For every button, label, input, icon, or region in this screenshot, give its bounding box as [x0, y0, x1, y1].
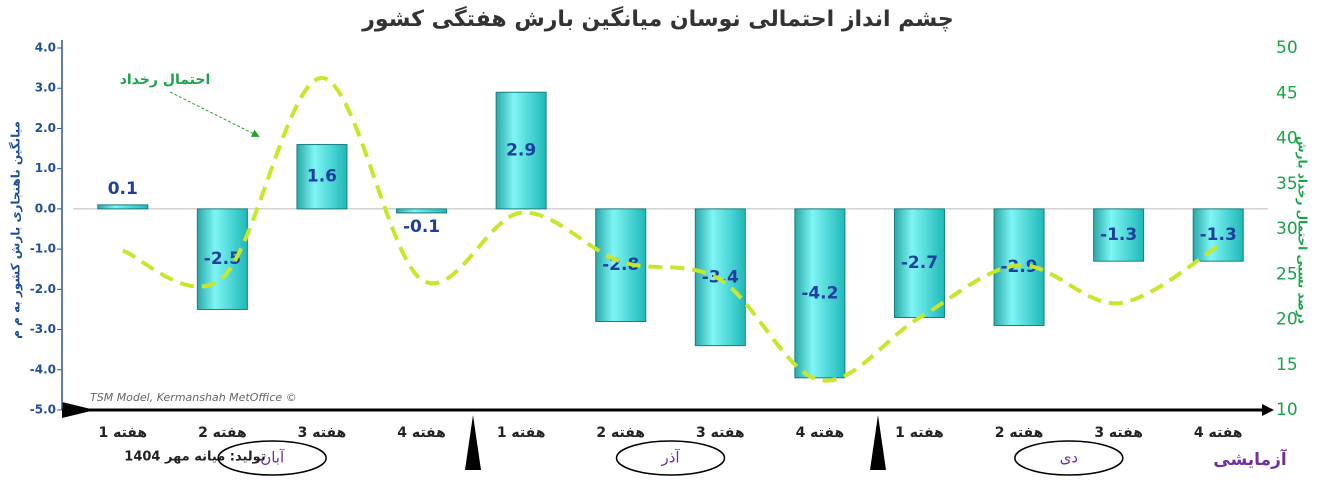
- x-tick-label: هفته 2: [995, 425, 1044, 441]
- bar-value-label: -1.3: [1200, 225, 1237, 245]
- month-label: آبان: [260, 449, 285, 467]
- bar-value-label: -2.8: [602, 255, 639, 275]
- month-oval: [217, 440, 327, 476]
- x-tick-label: هفته 3: [1094, 425, 1143, 441]
- bar-value-label: -1.3: [1100, 225, 1137, 245]
- month-label: دی: [1060, 449, 1078, 467]
- y2-tick-label: 35: [1276, 174, 1298, 194]
- annotation-arrow: [169, 91, 260, 137]
- bar: [893, 208, 945, 318]
- bar-value-label: -2.5: [204, 249, 241, 269]
- y2-tick-label: 50: [1276, 38, 1298, 58]
- x-tick-label: هفته 3: [298, 425, 347, 441]
- x-tick-label: هفته 4: [1194, 425, 1243, 441]
- y2-tick-label: 40: [1276, 129, 1298, 149]
- x-tick-label: هفته 1: [895, 425, 944, 441]
- y2-tick-label: 30: [1276, 219, 1298, 239]
- y-tick-label: 3.0: [35, 81, 56, 95]
- y-tick-label: -3.0: [30, 322, 56, 336]
- bar: [1192, 208, 1244, 262]
- bar: [97, 204, 149, 210]
- month-oval: [615, 440, 726, 476]
- x-axis-arrow: [1262, 404, 1274, 416]
- x-tick-label: هفته 2: [198, 425, 247, 441]
- bar: [396, 208, 448, 214]
- y-tick-label: -4.0: [30, 362, 56, 376]
- chart-title: چشم انداز احتمالی نوسان میانگین بارش هفت…: [361, 5, 953, 32]
- bar: [1093, 208, 1145, 262]
- y-tick-label: 1.0: [35, 161, 56, 175]
- y2-axis-title: درصد نسبی احتمال رخداد بارش: [1296, 136, 1310, 324]
- bar-value-label: 1.6: [307, 167, 337, 187]
- month-divider: [465, 415, 481, 470]
- y2-tick-label: 15: [1276, 355, 1298, 375]
- bar-value-label: -4.2: [801, 283, 838, 303]
- y-tick-label: -2.0: [30, 282, 56, 296]
- y-axis-title: میانگین ناهنجاری بارش کشور به م م: [9, 121, 24, 339]
- bar-value-label: -0.1: [403, 217, 440, 237]
- production-note: تولید: میانه مهر 1404: [124, 450, 265, 465]
- x-tick-label: هفته 1: [98, 425, 147, 441]
- bar: [694, 208, 746, 347]
- bar: [196, 208, 248, 310]
- bar-value-label: -3.4: [702, 267, 739, 287]
- x-tick-label: هفته 4: [796, 425, 845, 441]
- line-annotation: احتمال رخداد: [120, 72, 211, 88]
- bar-value-label: -2.7: [901, 253, 938, 273]
- y2-tick-label: 45: [1276, 83, 1298, 103]
- bar-value-label: 2.9: [506, 141, 536, 161]
- bar: [296, 144, 348, 210]
- y-tick-label: 0.0: [35, 201, 56, 215]
- x-tick-label: هفته 4: [397, 425, 446, 441]
- credit: TSM Model, Kermanshah MetOffice ©: [90, 391, 297, 404]
- status-label: آزمایشی: [1213, 448, 1288, 470]
- y-tick-label: 4.0: [35, 41, 56, 55]
- x-tick-label: هفته 2: [596, 425, 645, 441]
- bar-value-label: 0.1: [108, 179, 138, 199]
- bar-value-label: -2.9: [1000, 257, 1037, 277]
- y-tick-label: -1.0: [30, 242, 56, 256]
- y2-tick-label: 10: [1276, 400, 1298, 420]
- x-tick-label: هفته 1: [497, 425, 546, 441]
- month-label: آذر: [660, 449, 680, 467]
- x-tick-label: هفته 3: [696, 425, 745, 441]
- month-divider: [870, 415, 886, 470]
- y2-tick-label: 20: [1276, 310, 1298, 330]
- bar: [495, 91, 547, 210]
- bar: [794, 208, 846, 379]
- probability-line: [122, 75, 1220, 383]
- y-tick-label: -5.0: [30, 403, 56, 417]
- y2-tick-label: 25: [1276, 264, 1298, 284]
- y-tick-label: 2.0: [35, 121, 56, 135]
- month-oval: [1014, 440, 1124, 476]
